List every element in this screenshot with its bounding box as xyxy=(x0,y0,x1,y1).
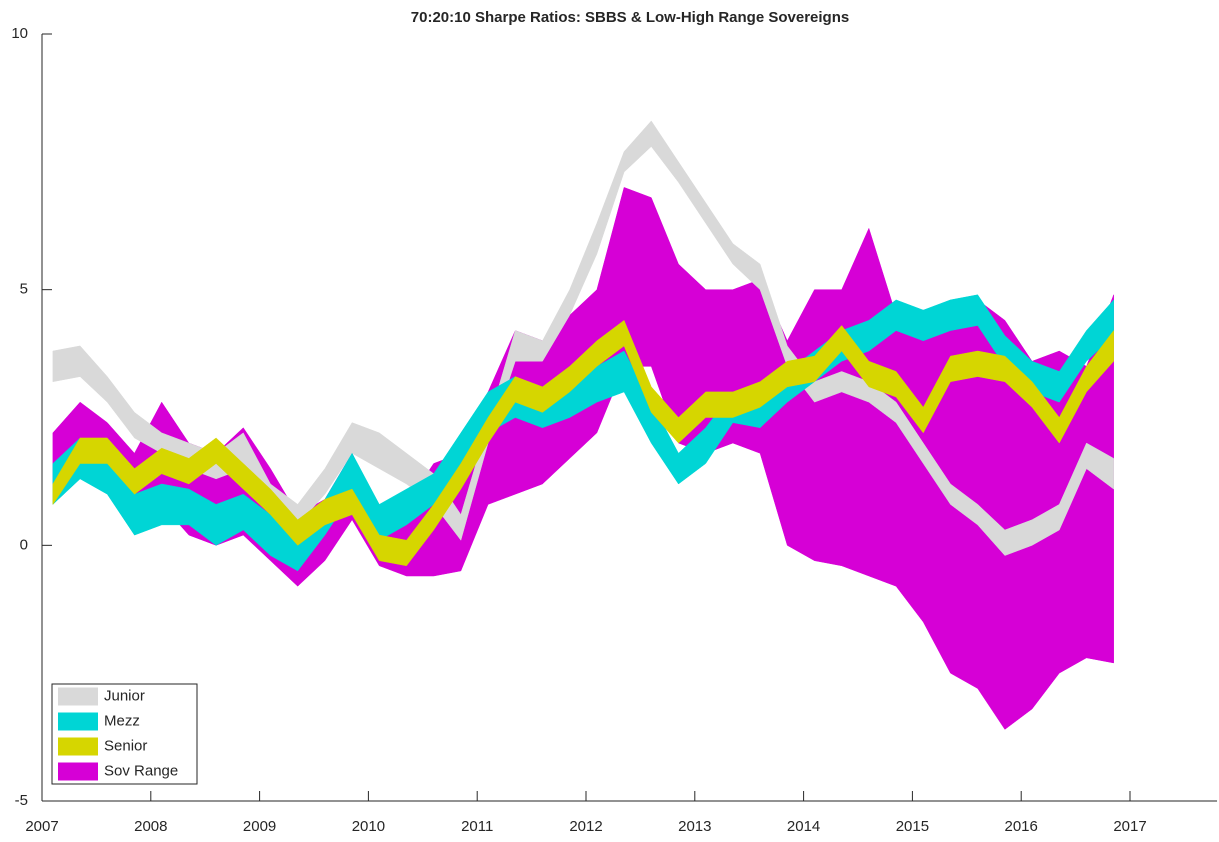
range-band xyxy=(52,319,1114,567)
legend-label: Senior xyxy=(104,737,147,754)
x-tick-label: 2012 xyxy=(569,818,602,835)
y-tick-label: 5 xyxy=(20,281,28,298)
chart-title: 70:20:10 Sharpe Ratios: SBBS & Low-High … xyxy=(411,9,849,26)
legend-label: Mezz xyxy=(104,712,140,729)
x-tick-label: 2016 xyxy=(1005,818,1038,835)
legend-swatch xyxy=(58,687,98,706)
legend-label: Junior xyxy=(104,687,145,704)
y-tick-label: 0 xyxy=(20,536,28,553)
x-tick-label: 2015 xyxy=(896,818,929,835)
legend-swatch xyxy=(58,712,98,731)
legend-swatch xyxy=(58,737,98,756)
x-tick-label: 2011 xyxy=(461,818,493,835)
range-band xyxy=(52,120,1114,556)
x-tick-label: 2014 xyxy=(787,818,820,835)
x-tick-label: 2013 xyxy=(678,818,711,835)
y-tick-label: 10 xyxy=(11,25,28,42)
y-tick-label: -5 xyxy=(15,792,28,809)
x-tick-label: 2010 xyxy=(352,818,385,835)
legend-label: Sov Range xyxy=(104,762,178,779)
x-tick-label: 2007 xyxy=(25,818,58,835)
x-tick-label: 2017 xyxy=(1113,818,1146,835)
legend-swatch xyxy=(58,762,98,781)
x-tick-label: 2009 xyxy=(243,818,276,835)
x-tick-label: 2008 xyxy=(134,818,167,835)
